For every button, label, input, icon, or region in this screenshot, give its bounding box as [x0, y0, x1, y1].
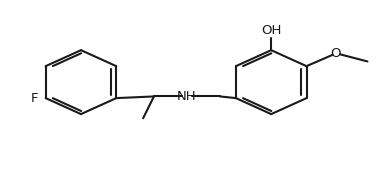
Text: OH: OH — [261, 24, 282, 37]
Text: NH: NH — [177, 90, 197, 103]
Text: F: F — [31, 92, 39, 105]
Text: O: O — [330, 47, 341, 60]
